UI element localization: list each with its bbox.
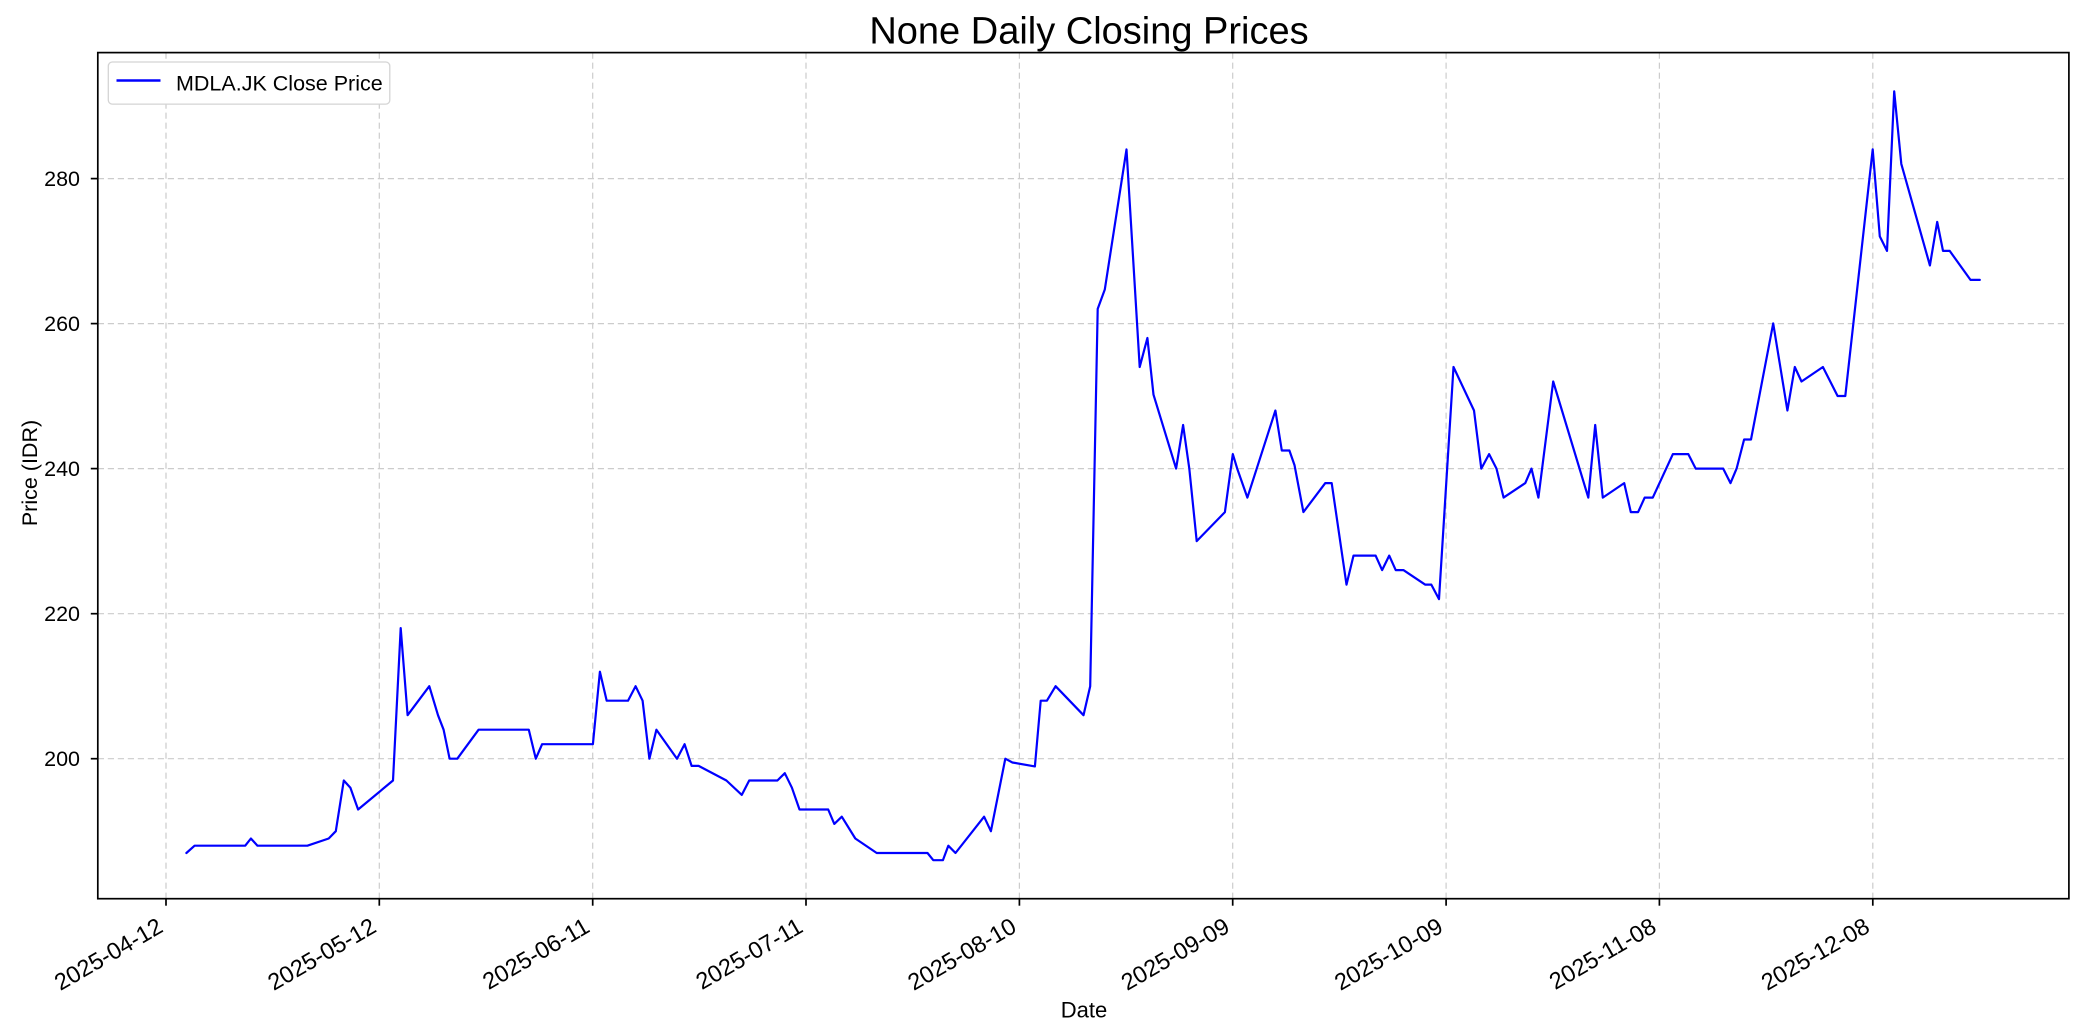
svg-text:2025-10-09: 2025-10-09 (1330, 913, 1447, 996)
svg-text:None Daily Closing Prices: None Daily Closing Prices (869, 11, 1308, 53)
svg-text:MDLA.JK Close Price: MDLA.JK Close Price (176, 72, 383, 96)
svg-text:2025-05-12: 2025-05-12 (263, 913, 380, 996)
svg-text:2025-06-11: 2025-06-11 (478, 913, 594, 995)
svg-text:2025-08-10: 2025-08-10 (903, 913, 1020, 996)
svg-text:2025-04-12: 2025-04-12 (50, 913, 167, 996)
svg-text:Price (IDR): Price (IDR) (18, 420, 42, 526)
svg-text:220: 220 (44, 602, 80, 626)
svg-text:200: 200 (44, 747, 80, 771)
svg-text:2025-07-11: 2025-07-11 (691, 913, 807, 995)
svg-text:280: 280 (44, 167, 80, 191)
svg-text:2025-09-09: 2025-09-09 (1117, 913, 1234, 996)
svg-text:Date: Date (1061, 998, 1107, 1023)
svg-text:240: 240 (44, 457, 80, 481)
svg-text:2025-12-08: 2025-12-08 (1757, 913, 1874, 996)
svg-text:2025-11-08: 2025-11-08 (1545, 913, 1661, 995)
svg-text:260: 260 (44, 312, 80, 336)
